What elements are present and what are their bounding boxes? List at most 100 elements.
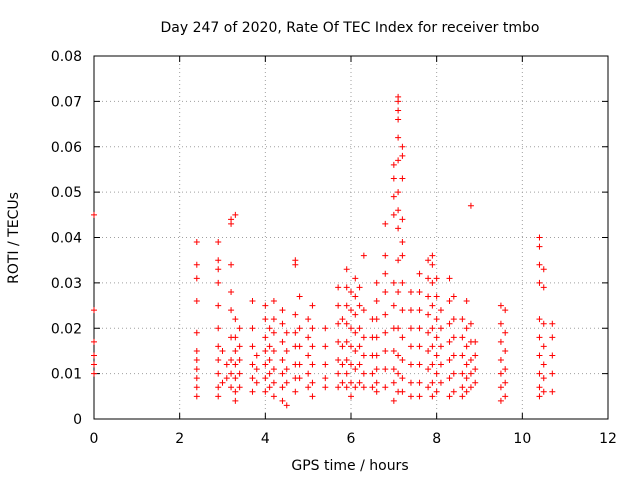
data-point xyxy=(228,384,235,391)
data-point xyxy=(236,384,243,391)
data-point xyxy=(429,325,436,332)
data-point xyxy=(283,329,290,336)
data-point xyxy=(309,325,316,332)
data-point xyxy=(536,234,543,241)
data-point xyxy=(467,357,474,364)
y-tick-label: 0.02 xyxy=(51,321,82,337)
data-point xyxy=(399,252,406,259)
data-point xyxy=(283,347,290,354)
data-point xyxy=(193,239,200,246)
data-point xyxy=(416,288,423,295)
data-point xyxy=(536,352,543,359)
data-point xyxy=(416,343,423,350)
data-point xyxy=(356,325,363,332)
data-point xyxy=(549,388,556,395)
data-point xyxy=(497,384,504,391)
data-point xyxy=(305,370,312,377)
data-point xyxy=(249,388,256,395)
data-point xyxy=(348,379,354,386)
data-point xyxy=(395,134,402,141)
data-point xyxy=(390,193,397,200)
y-tick-label: 0.05 xyxy=(51,185,82,201)
data-point xyxy=(343,302,350,309)
data-point xyxy=(91,370,97,377)
y-tick-label: 0.06 xyxy=(51,140,82,156)
data-point xyxy=(343,266,350,273)
data-point xyxy=(228,261,235,268)
data-point xyxy=(472,338,479,345)
data-point xyxy=(395,257,402,264)
data-point xyxy=(352,329,359,336)
data-point xyxy=(369,384,376,391)
data-point xyxy=(429,393,436,400)
data-point xyxy=(536,370,543,377)
data-point xyxy=(193,298,200,305)
data-point xyxy=(322,384,329,391)
data-point xyxy=(395,325,402,332)
x-tick-label: 2 xyxy=(175,431,184,447)
data-point xyxy=(459,334,466,341)
data-point xyxy=(540,320,547,327)
data-point xyxy=(228,307,235,314)
data-point xyxy=(352,311,359,318)
data-point xyxy=(425,329,432,336)
data-point xyxy=(459,384,466,391)
data-point xyxy=(266,343,273,350)
data-point xyxy=(407,393,414,400)
data-point xyxy=(262,361,269,368)
data-point xyxy=(322,375,329,382)
y-tick-label: 0.03 xyxy=(51,276,82,292)
data-point xyxy=(549,320,556,327)
data-point xyxy=(236,370,243,377)
data-point xyxy=(262,302,269,309)
data-point xyxy=(335,338,342,345)
data-point xyxy=(296,343,303,350)
data-point xyxy=(450,370,457,377)
data-point xyxy=(416,361,423,368)
data-point xyxy=(309,379,316,386)
data-point xyxy=(459,393,466,400)
data-point xyxy=(335,302,342,309)
data-point xyxy=(270,298,277,305)
data-point xyxy=(356,284,363,291)
data-point xyxy=(446,338,453,345)
data-point xyxy=(416,393,423,400)
data-point xyxy=(223,361,230,368)
data-point xyxy=(339,343,346,350)
data-point xyxy=(536,316,543,323)
data-point xyxy=(467,370,474,377)
data-point xyxy=(223,375,230,382)
data-point xyxy=(407,307,414,314)
data-point xyxy=(382,384,389,391)
data-point xyxy=(356,343,363,350)
data-point xyxy=(382,329,389,336)
data-point xyxy=(540,375,547,382)
data-point xyxy=(270,347,277,354)
data-point xyxy=(437,379,444,386)
data-point xyxy=(305,316,312,323)
data-point xyxy=(467,202,474,209)
data-point xyxy=(373,366,380,373)
data-point xyxy=(446,320,453,327)
data-point xyxy=(296,293,303,300)
data-point xyxy=(459,352,466,359)
data-point xyxy=(232,334,239,341)
data-point xyxy=(249,298,256,305)
data-point xyxy=(540,343,547,350)
data-point xyxy=(549,334,556,341)
y-tick-labels: 0 0.01 0.02 0.03 0.04 0.05 0.06 0.07 0.08 xyxy=(51,49,82,428)
data-point xyxy=(446,275,453,282)
data-point xyxy=(215,239,222,246)
data-point xyxy=(399,152,406,159)
data-point xyxy=(497,370,504,377)
data-point xyxy=(382,252,389,259)
y-tick-label: 0.07 xyxy=(51,94,82,110)
data-point xyxy=(459,370,466,377)
data-point xyxy=(429,252,436,259)
data-point xyxy=(429,379,436,386)
data-point xyxy=(193,275,200,282)
data-point xyxy=(390,397,397,404)
data-point xyxy=(433,370,440,377)
data-point xyxy=(193,375,200,382)
data-point xyxy=(536,279,543,286)
